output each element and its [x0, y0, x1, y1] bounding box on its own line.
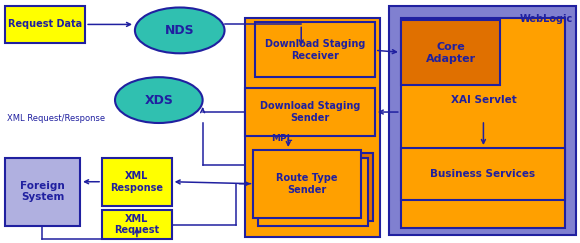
Bar — [245, 88, 375, 136]
Text: XML
Request: XML Request — [114, 214, 160, 235]
Bar — [253, 150, 361, 217]
Bar — [259, 158, 368, 226]
Ellipse shape — [115, 77, 202, 123]
Text: XML
Response: XML Response — [110, 171, 164, 192]
Ellipse shape — [135, 8, 224, 53]
Text: MPL: MPL — [271, 134, 293, 143]
Text: Download Staging
Sender: Download Staging Sender — [260, 101, 360, 123]
Text: Business Services: Business Services — [430, 169, 535, 179]
Text: Foreign
System: Foreign System — [20, 181, 65, 202]
Text: NDS: NDS — [165, 24, 194, 37]
Text: Route Type
Sender: Route Type Sender — [277, 173, 338, 195]
Bar — [401, 18, 565, 227]
Text: Request Data: Request Data — [8, 19, 82, 29]
Bar — [5, 6, 85, 43]
Text: XDS: XDS — [144, 94, 173, 107]
Bar — [401, 20, 501, 85]
Bar — [263, 153, 373, 221]
Bar — [255, 22, 375, 77]
Text: Core
Adapter: Core Adapter — [426, 42, 476, 64]
Bar — [5, 158, 80, 226]
Bar — [102, 210, 172, 240]
Text: Download Staging
Receiver: Download Staging Receiver — [265, 39, 365, 61]
Text: XAI Servlet: XAI Servlet — [451, 95, 516, 105]
Bar — [102, 158, 172, 206]
Text: XML Request/Response: XML Request/Response — [8, 113, 106, 122]
Bar — [401, 148, 565, 200]
Bar — [245, 18, 380, 237]
Bar — [389, 6, 576, 234]
Text: WebLogic: WebLogic — [520, 14, 573, 25]
